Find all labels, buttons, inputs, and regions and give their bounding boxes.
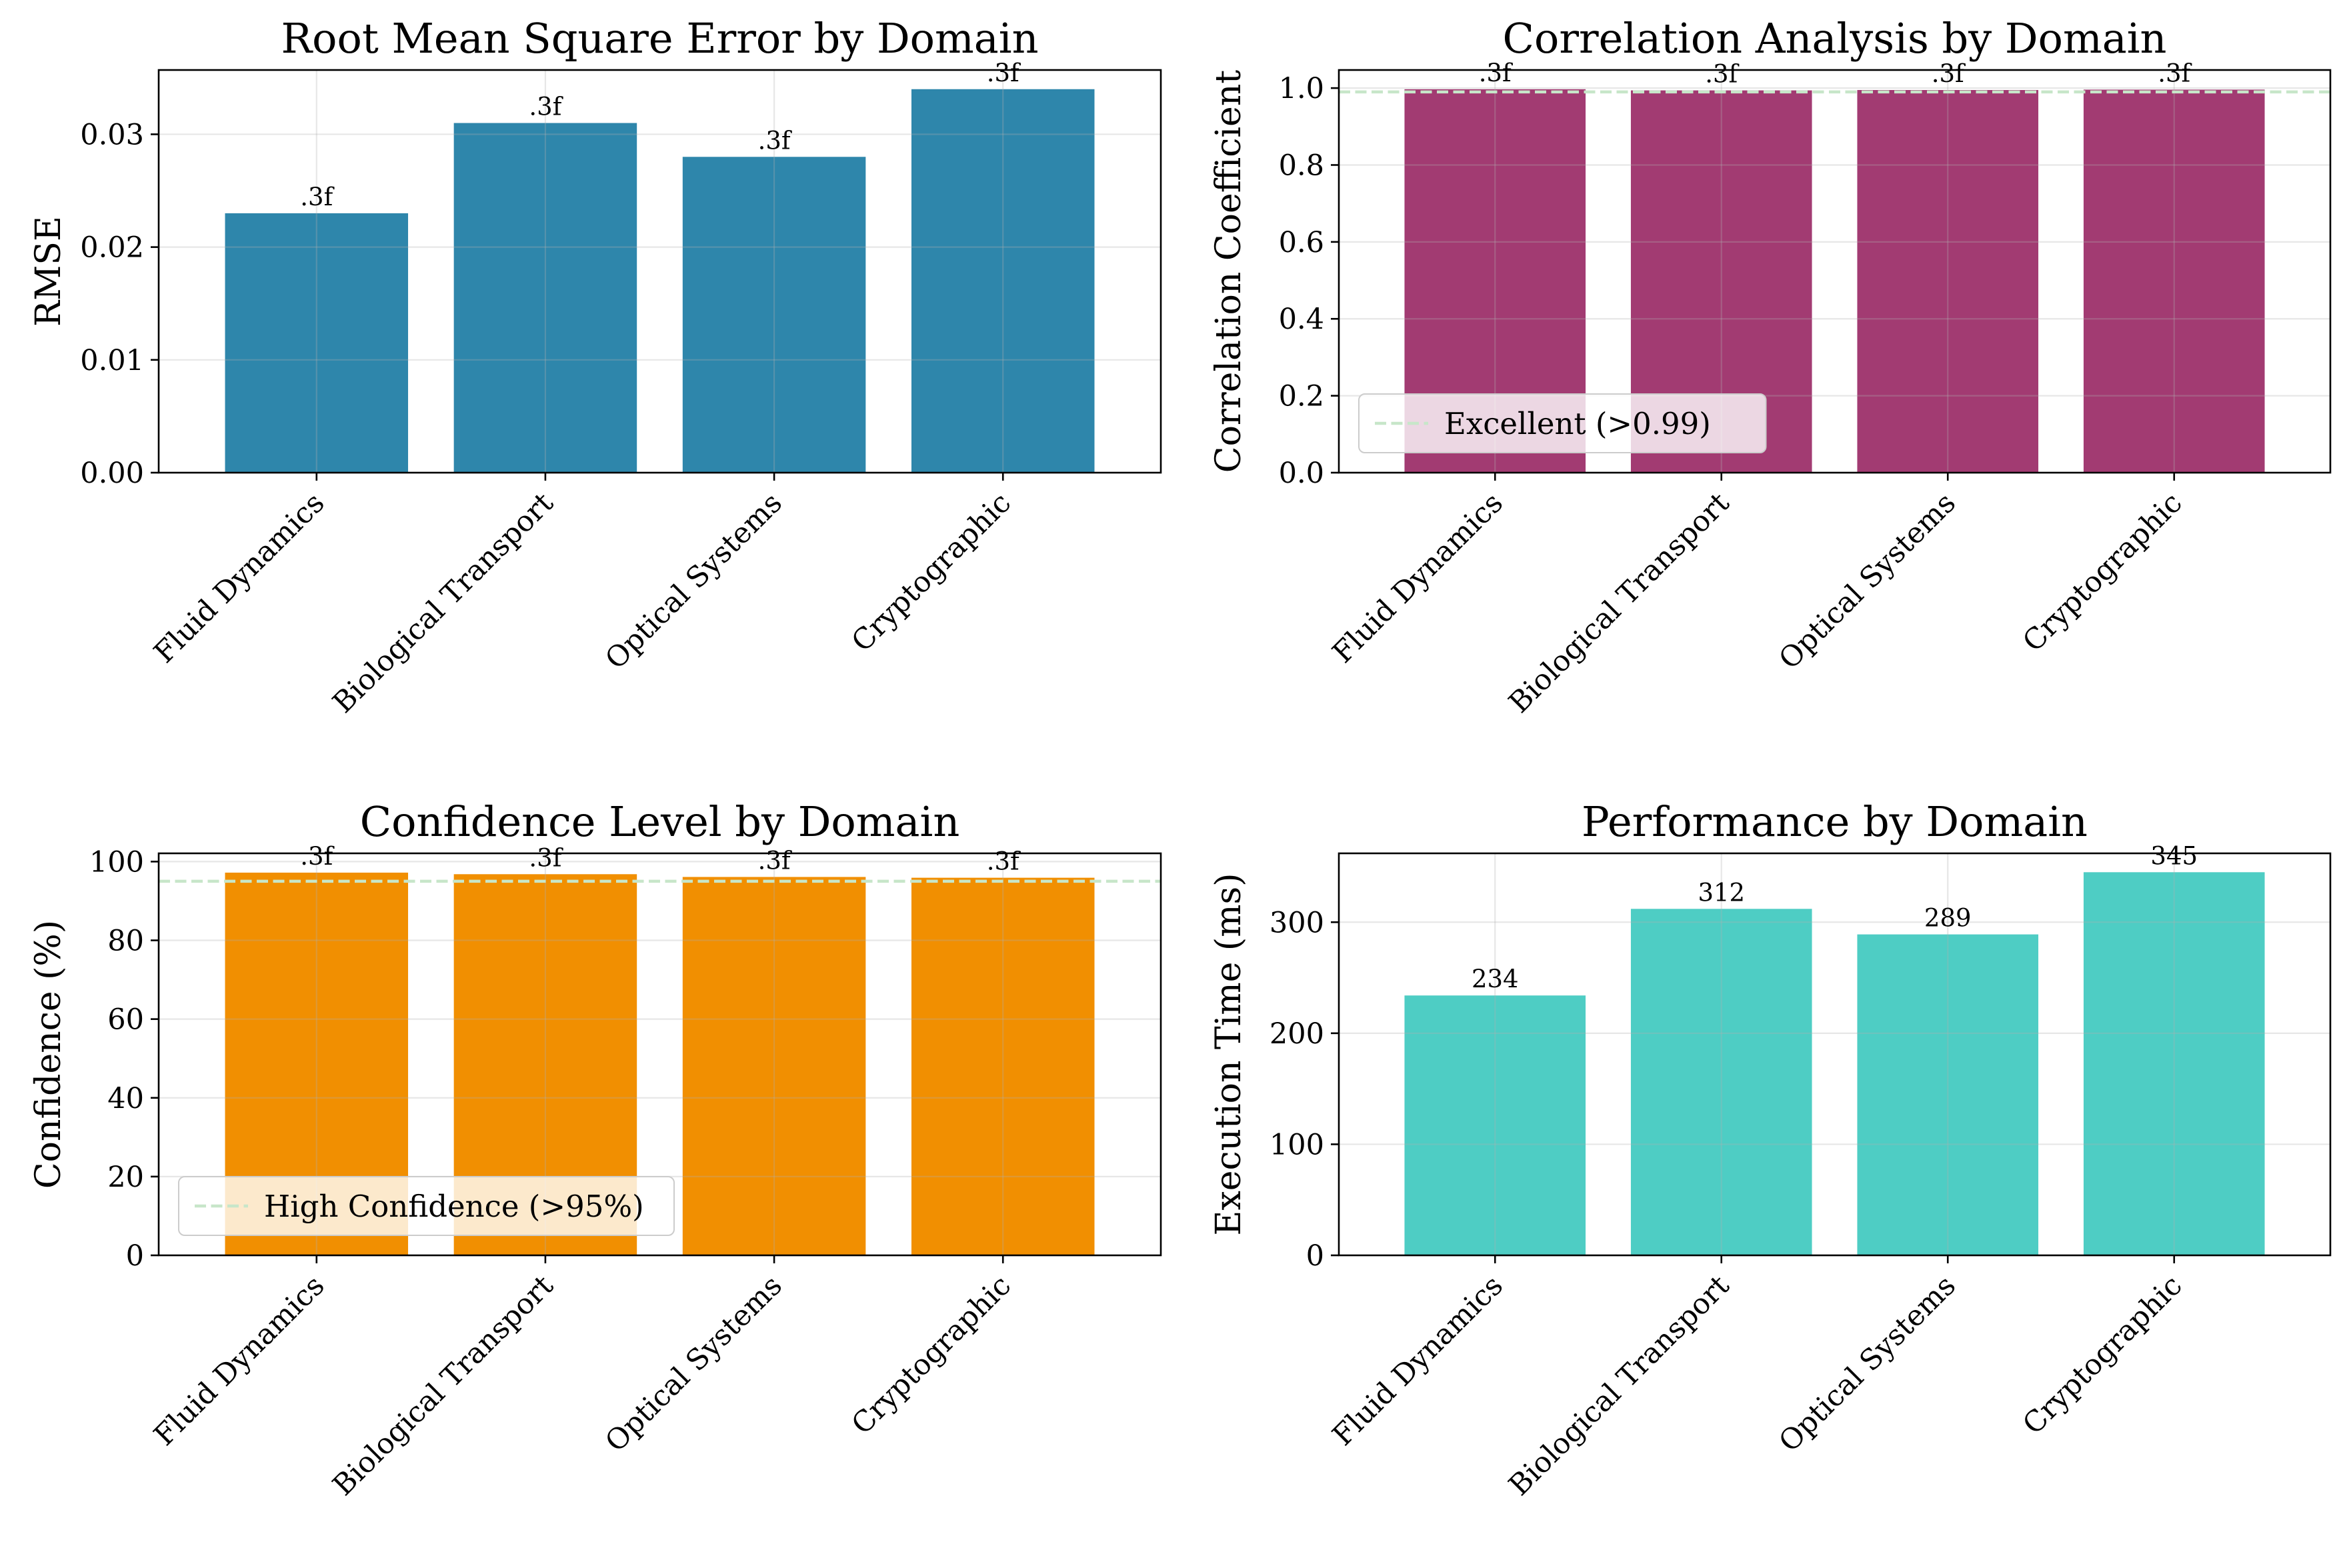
bar-0 — [225, 213, 409, 473]
chart-performance: 234 312 289 345 0 100 200 300 Fluid DynamicsBiol… — [1209, 797, 2332, 1503]
ytick-label-3: 60 — [107, 1003, 144, 1037]
legend-label: Excellent (>0.99) — [1444, 406, 1711, 441]
ytick-label-4: 0.8 — [1279, 149, 1324, 182]
data-label-2: 289 — [1924, 904, 1972, 933]
chart-title: Root Mean Square Error by Domain — [281, 14, 1038, 63]
data-label-1: .3f — [529, 843, 563, 872]
xtick-label-3: Cryptographic — [845, 486, 1017, 658]
xtick-label-0: Fluid Dynamics — [1326, 1269, 1510, 1452]
ytick-label-2: 200 — [1270, 1017, 1324, 1051]
xtick-label-3: Cryptographic — [2016, 486, 2188, 658]
data-label-2: .3f — [758, 126, 792, 155]
chart-confidence: .3f .3f .3f .3f 0 20 40 60 80 100 Fluid DynamicsBi… — [29, 797, 1162, 1503]
bar-2 — [1857, 89, 2039, 473]
chart-rmse: .3f .3f .3f .3f 0.00 0.01 0.02 0.03 Fluid Dynami… — [29, 14, 1162, 720]
data-label-3: .3f — [987, 59, 1021, 87]
legend: High Confidence (>95%) — [178, 1176, 675, 1236]
bar-2 — [1857, 934, 2039, 1255]
legend: Excellent (>0.99) — [1358, 393, 1767, 453]
data-label-1: .3f — [1705, 60, 1739, 89]
ytick-label-4: 80 — [107, 925, 144, 958]
xtick-label-0: Fluid Dynamics — [147, 486, 331, 669]
axes-frame — [157, 69, 1162, 474]
ytick-label-0: 0 — [1306, 1239, 1324, 1273]
xtick-label-1: Biological Transport — [327, 1269, 560, 1502]
chart-title: Correlation Analysis by Domain — [1503, 14, 2167, 63]
xtick-label-1: Biological Transport — [1502, 486, 1736, 719]
legend-label: High Confidence (>95%) — [264, 1189, 644, 1224]
data-label-0: .3f — [300, 183, 334, 211]
ytick-label-5: 1.0 — [1279, 72, 1324, 105]
xtick-label-3: Cryptographic — [2016, 1269, 2188, 1441]
xtick-label-3: Cryptographic — [845, 1269, 1017, 1441]
bar-3 — [911, 877, 1095, 1255]
y-axis-label: Execution Time (ms) — [1209, 873, 1249, 1235]
ytick-label-3: 0.03 — [80, 118, 144, 151]
y-axis-label: RMSE — [29, 216, 69, 327]
bar-3 — [911, 89, 1095, 473]
data-label-3: 345 — [2150, 841, 2198, 870]
xtick-label-2: Optical Systems — [599, 486, 789, 676]
ytick-label-2: 40 — [107, 1082, 144, 1115]
data-label-0: .3f — [300, 842, 334, 871]
xtick-label-1: Biological Transport — [1502, 1269, 1736, 1502]
bar-1 — [1630, 909, 1812, 1255]
axes-frame — [1338, 852, 2332, 1257]
ytick-label-2: 0.02 — [80, 231, 144, 265]
ytick-label-1: 0.2 — [1279, 380, 1324, 413]
ytick-label-5: 100 — [89, 845, 144, 879]
data-label-0: 234 — [1472, 965, 1519, 993]
axes-frame — [157, 852, 1162, 1257]
bar-3 — [2083, 872, 2265, 1255]
xtick-label-2: Optical Systems — [1773, 486, 1963, 676]
data-label-2: .3f — [758, 846, 792, 875]
bar-3 — [2083, 89, 2265, 473]
xtick-label-0: Fluid Dynamics — [1326, 486, 1510, 669]
xtick-label-0: Fluid Dynamics — [147, 1269, 331, 1452]
bar-2 — [682, 157, 866, 473]
bar-0 — [1404, 995, 1586, 1255]
chart-correlation: .3f .3f .3f .3f 0.0 0.2 0.4 0.6 0.8 1.0 Fluid Dyna… — [1209, 14, 2332, 720]
axes-frame — [1338, 69, 2332, 474]
xtick-label-2: Optical Systems — [599, 1269, 789, 1459]
data-label-1: 312 — [1698, 878, 1745, 907]
data-label-2: .3f — [1932, 59, 1966, 88]
ytick-label-2: 0.4 — [1279, 303, 1324, 336]
legend-box — [178, 1176, 675, 1236]
ytick-label-1: 100 — [1270, 1128, 1324, 1161]
chart-title: Performance by Domain — [1582, 797, 2088, 846]
ytick-label-3: 0.6 — [1279, 226, 1324, 259]
xtick-label-1: Biological Transport — [327, 486, 560, 719]
y-axis-label: Confidence (%) — [29, 920, 69, 1189]
legend-box — [1358, 393, 1767, 453]
bar-2 — [682, 877, 866, 1255]
ytick-label-1: 20 — [107, 1161, 144, 1194]
ytick-label-0: 0.00 — [80, 457, 144, 490]
xtick-label-2: Optical Systems — [1773, 1269, 1963, 1459]
ytick-label-0: 0.0 — [1279, 457, 1324, 490]
data-label-3: .3f — [987, 847, 1021, 876]
ytick-label-3: 300 — [1270, 906, 1324, 939]
data-label-3: .3f — [2158, 59, 2192, 87]
data-label-1: .3f — [529, 93, 563, 121]
data-label-0: .3f — [1479, 59, 1513, 87]
chart-title: Confidence Level by Domain — [360, 797, 960, 846]
bar-1 — [453, 123, 637, 473]
ytick-label-1: 0.01 — [80, 344, 144, 377]
ytick-label-0: 0 — [126, 1239, 144, 1273]
y-axis-label: Correlation Coefficient — [1209, 70, 1249, 473]
